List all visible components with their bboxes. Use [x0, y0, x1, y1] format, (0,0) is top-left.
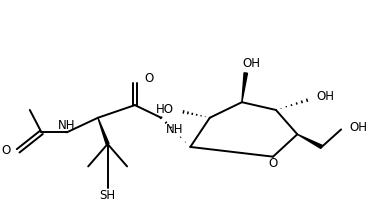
Text: OH: OH	[317, 90, 335, 103]
Text: O: O	[1, 144, 10, 157]
Text: NH: NH	[58, 119, 75, 132]
Text: O: O	[268, 157, 277, 170]
Text: HO: HO	[156, 104, 174, 116]
Polygon shape	[98, 118, 109, 145]
Text: OH: OH	[243, 57, 261, 70]
Text: SH: SH	[100, 189, 116, 202]
Polygon shape	[242, 73, 247, 102]
Polygon shape	[297, 134, 322, 148]
Text: O: O	[145, 72, 154, 85]
Text: NH: NH	[166, 123, 184, 136]
Text: OH: OH	[349, 121, 367, 134]
